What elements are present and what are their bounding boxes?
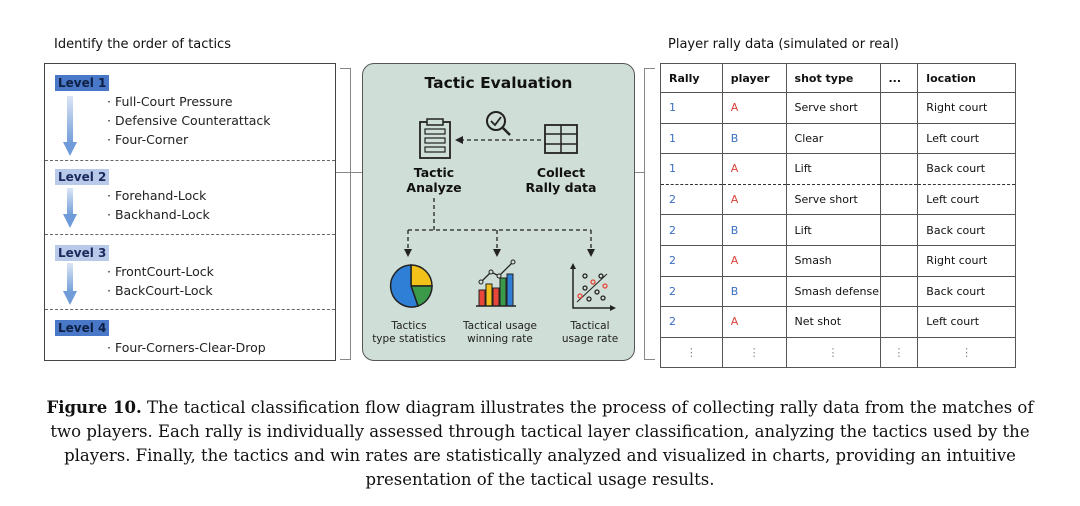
level-1-items: · Full-Court Pressure · Defensive Counte… bbox=[107, 92, 271, 149]
table-row: 2 B Smash defense Back court bbox=[660, 275, 1016, 308]
table-row: 1 A Serve short Right court bbox=[660, 92, 1016, 124]
level-4-items: · Four-Corners-Clear-Drop bbox=[107, 338, 266, 357]
level-divider bbox=[45, 234, 335, 235]
scatter-plot-icon bbox=[570, 263, 616, 311]
search-check-icon bbox=[486, 111, 511, 136]
caption-text: The tactical classification flow diagram… bbox=[50, 398, 1034, 489]
right-bracket bbox=[644, 68, 655, 360]
table-row: 2 A Serve short Left court bbox=[660, 183, 1016, 216]
pie-chart-icon bbox=[389, 264, 433, 308]
table-row: 1 A Lift Back court bbox=[660, 153, 1016, 185]
evaluation-title: Tactic Evaluation bbox=[424, 74, 573, 92]
chart-label-usage-rate: Tactical usage rate bbox=[561, 320, 619, 345]
table-row-ellipsis: ⋮ ⋮ ⋮ ⋮ ⋮ bbox=[660, 336, 1016, 369]
table-row: 2 B Lift Back court bbox=[660, 214, 1016, 246]
tactic-analyze-label: Tactic Analyze bbox=[406, 165, 462, 195]
left-bracket bbox=[340, 68, 351, 360]
level-2-label: Level 2 bbox=[55, 169, 110, 185]
evaluation-diagram bbox=[389, 111, 616, 311]
down-arrow-icon bbox=[63, 263, 77, 305]
level-1-label: Level 1 bbox=[55, 75, 110, 91]
left-heading: Identify the order of tactics bbox=[54, 37, 231, 52]
down-arrow-icon bbox=[63, 96, 77, 156]
header-ellipsis: ... bbox=[879, 63, 919, 93]
level-divider bbox=[45, 160, 335, 161]
right-heading: Player rally data (simulated or real) bbox=[668, 37, 899, 52]
clipboard-icon bbox=[419, 118, 451, 159]
header-player: player bbox=[721, 63, 787, 93]
bar-chart-icon bbox=[476, 259, 516, 307]
table-grid-icon bbox=[544, 124, 578, 154]
levels-panel: Level 1 · Full-Court Pressure · Defensiv… bbox=[44, 63, 336, 361]
level-item: · Backhand-Lock bbox=[107, 207, 210, 222]
level-item: · Defensive Counterattack bbox=[107, 113, 271, 128]
table-header-row: Rally player shot type ... location bbox=[660, 63, 1016, 93]
tactic-evaluation-panel: Tactic Evaluation bbox=[362, 63, 635, 361]
table-row: 2 A Net shot Left court bbox=[660, 306, 1016, 338]
level-item: · BackCourt-Lock bbox=[107, 283, 213, 298]
chart-label-winning-rate: Tactical usage winning rate bbox=[462, 320, 538, 345]
chart-label-type-statistics: Tactics type statistics bbox=[372, 320, 446, 345]
level-divider bbox=[45, 309, 335, 310]
figure-caption: Figure 10. The tactical classification f… bbox=[36, 396, 1044, 492]
connector-line bbox=[336, 172, 362, 173]
down-arrow-icon bbox=[63, 188, 77, 228]
level-item: · Full-Court Pressure bbox=[107, 94, 233, 109]
level-item: · Four-Corner bbox=[107, 132, 189, 147]
level-4-label: Level 4 bbox=[55, 320, 110, 336]
table-row: 1 B Clear Left court bbox=[660, 122, 1016, 155]
level-item: · Forehand-Lock bbox=[107, 188, 207, 203]
table-row: 2 A Smash Right court bbox=[660, 244, 1016, 277]
header-rally: Rally bbox=[660, 63, 723, 93]
level-3-label: Level 3 bbox=[55, 245, 110, 261]
header-location: location bbox=[917, 63, 1016, 93]
header-shot-type: shot type bbox=[785, 63, 881, 93]
level-3-items: · FrontCourt-Lock · BackCourt-Lock bbox=[107, 262, 214, 300]
level-item: · FrontCourt-Lock bbox=[107, 264, 214, 279]
rally-data-table: Rally player shot type ... location 1 A … bbox=[660, 63, 1016, 369]
level-item: · Four-Corners-Clear-Drop bbox=[107, 340, 266, 355]
collect-rally-data-label: Collect Rally data bbox=[525, 165, 597, 195]
caption-label: Figure 10. bbox=[46, 398, 142, 417]
level-2-items: · Forehand-Lock · Backhand-Lock bbox=[107, 186, 210, 224]
